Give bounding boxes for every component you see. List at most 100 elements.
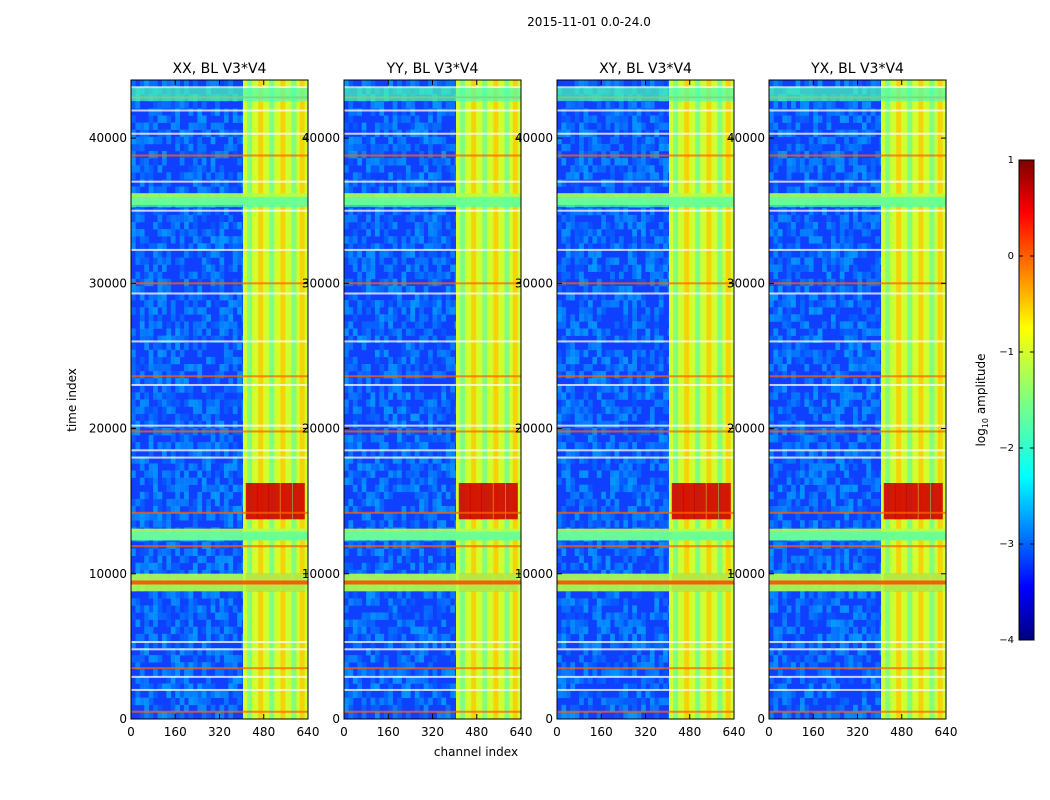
colorbar: 10−1−2−3−4 log10 amplitude [974, 155, 1035, 646]
time-row-line [769, 86, 946, 89]
x-tick-label: 480 [678, 725, 701, 739]
y-axis-label: time index [65, 368, 79, 432]
y-tick-label: 10000 [727, 567, 765, 581]
x-tick-label: 640 [935, 725, 958, 739]
time-row-line [557, 585, 734, 592]
time-row-line [557, 710, 734, 713]
time-row-line [769, 688, 946, 691]
time-row-line [769, 193, 946, 200]
time-row-line [769, 248, 946, 251]
time-row-line [557, 86, 734, 89]
heatmap-image [769, 80, 946, 719]
y-tick-label: 10000 [515, 567, 553, 581]
time-row-line [131, 710, 308, 713]
time-row-line [344, 193, 521, 200]
colorbar-label-suffix: amplitude [974, 354, 988, 418]
rfi-band [881, 80, 946, 719]
time-row-line [769, 511, 946, 514]
time-row-line [557, 675, 734, 678]
heatmap-image [344, 80, 521, 719]
y-tick-label: 20000 [302, 422, 340, 436]
time-row-line [344, 545, 521, 548]
time-row-line [131, 375, 308, 378]
x-tick-label: 0 [765, 725, 773, 739]
time-row-line [557, 154, 734, 157]
time-row-line [131, 449, 308, 452]
time-row-line [557, 456, 734, 459]
panel-title: YY, BL V3*V4 [386, 61, 479, 77]
x-tick-label: 0 [127, 725, 135, 739]
panel-xx: XX, BL V3*V4 0 160 320 480 640 0 10000 20000 3000… [89, 61, 320, 739]
time-row-line [131, 109, 308, 112]
time-row-line [769, 430, 946, 433]
time-row-line [131, 193, 308, 200]
time-row-line [344, 209, 521, 212]
time-row-line [769, 710, 946, 713]
colorbar-gradient [1018, 159, 1035, 641]
time-row-line [131, 282, 308, 285]
colorbar-tick-label: −1 [999, 347, 1014, 358]
x-axis-label: channel index [434, 745, 518, 759]
time-row-line [344, 180, 521, 183]
time-row-line [131, 248, 308, 251]
time-row-line [131, 424, 308, 427]
time-row-line [557, 641, 734, 644]
time-row-line [344, 340, 521, 343]
time-row-line [131, 180, 308, 183]
time-row-line [557, 282, 734, 285]
time-row-line [769, 424, 946, 427]
y-tick-label: 30000 [89, 276, 127, 290]
panel-title: XY, BL V3*V4 [599, 61, 692, 77]
time-row-line [344, 132, 521, 135]
y-tick-label: 0 [119, 712, 127, 726]
panel-yx: YX, BL V3*V4 0 160 320 480 640 0 10000 20000 3000… [727, 61, 958, 739]
time-row-line [557, 340, 734, 343]
rfi-band [456, 80, 521, 719]
time-row-line [344, 449, 521, 452]
time-row-line [344, 375, 521, 378]
colorbar-tick-label: 1 [1008, 155, 1014, 166]
x-tick-label: 640 [510, 725, 533, 739]
time-row-line [131, 648, 308, 651]
y-tick-label: 40000 [727, 131, 765, 145]
time-row-line [344, 675, 521, 678]
time-row-line [769, 180, 946, 183]
colorbar-tick-label: −2 [999, 443, 1014, 454]
time-row-line [769, 340, 946, 343]
time-row-line [769, 209, 946, 212]
colorbar-tick-label: 0 [1008, 251, 1014, 262]
time-row-line [131, 675, 308, 678]
y-tick-label: 0 [545, 712, 553, 726]
x-tick-label: 640 [723, 725, 746, 739]
time-row-line [557, 193, 734, 200]
x-tick-label: 320 [421, 725, 444, 739]
time-row-line [131, 688, 308, 691]
time-row-line [557, 132, 734, 135]
panel-title: YX, BL V3*V4 [810, 61, 904, 77]
time-row-line [344, 109, 521, 112]
time-row-line [769, 641, 946, 644]
time-row-line [557, 248, 734, 251]
rfi-band [669, 80, 734, 719]
rfi-band [243, 80, 308, 719]
time-row-line [344, 248, 521, 251]
colorbar-tick-label: −4 [999, 635, 1014, 646]
time-row-line [344, 282, 521, 285]
time-row-line [131, 585, 308, 592]
time-row-line [344, 154, 521, 157]
panel-xy: XY, BL V3*V4 0 160 320 480 640 0 10000 20000 3000… [515, 61, 746, 739]
x-tick-label: 160 [164, 725, 187, 739]
time-row-line [131, 573, 308, 580]
time-row-line [557, 375, 734, 378]
time-row-line [557, 292, 734, 295]
y-tick-label: 0 [757, 712, 765, 726]
y-tick-label: 20000 [727, 422, 765, 436]
x-tick-label: 160 [377, 725, 400, 739]
time-row-line [131, 641, 308, 644]
time-row-line [557, 424, 734, 427]
time-row-line [769, 667, 946, 670]
time-row-line [344, 710, 521, 713]
time-row-line [557, 545, 734, 548]
time-row-line [769, 109, 946, 112]
